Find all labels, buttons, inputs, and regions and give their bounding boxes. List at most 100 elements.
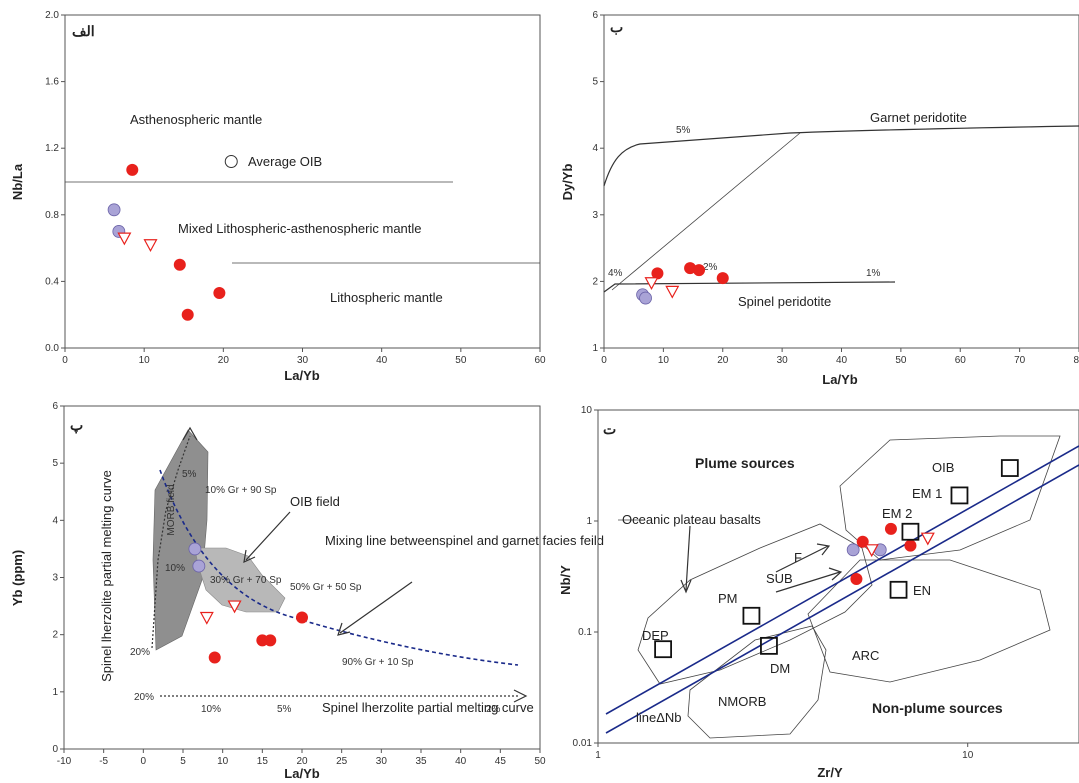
panel-a-label: الف	[72, 23, 95, 39]
melting-curve-arrow	[182, 426, 198, 441]
sub-arrow	[775, 571, 841, 593]
red-circle-point	[208, 651, 221, 664]
line-delta-nb-lower	[605, 464, 1079, 734]
panel-b-x-tick-label: 10	[658, 355, 670, 366]
mixing-line	[611, 132, 801, 291]
panel-c-x-tick-label: 15	[257, 756, 269, 767]
panel-c-x-tick-label: 45	[495, 756, 507, 767]
purple-circle-point	[846, 543, 860, 557]
mixing-line-arrow	[339, 581, 413, 634]
panel-c-x-tick-label: 40	[455, 756, 467, 767]
spinel-peridotite-curve	[603, 281, 896, 293]
panel-b-annotation: Garnet peridotite	[870, 110, 967, 125]
panel-b-y-tick-label: 1	[592, 343, 598, 354]
reference-square-point	[654, 640, 673, 659]
panel-b-x-tick-label: 80	[1073, 355, 1079, 366]
panel-d-annotation: EN	[913, 583, 931, 598]
panel-d-annotation: DEP	[642, 628, 669, 643]
reference-square-point	[889, 580, 908, 599]
panel-c-y-tick-label: 6	[52, 401, 58, 412]
open-triangle-point	[143, 239, 158, 253]
oib-field-outline	[839, 435, 1061, 561]
panel-d-annotation: F	[794, 550, 802, 565]
panel-c-annotation: OIB field	[290, 494, 340, 509]
mixing-line-arrowhead	[337, 622, 351, 636]
panel-c-x-tick-label: 25	[336, 756, 348, 767]
panel-a-annotation: Lithospheric mantle	[330, 290, 443, 305]
panel-b-annotation: 2%	[703, 262, 718, 273]
mixing-line-curve	[159, 469, 519, 666]
f-arrow	[775, 545, 829, 573]
panel-d-annotation: lineΔNb	[636, 710, 682, 725]
panel-c-x-tick-label: -10	[57, 756, 72, 767]
panel-d-annotation: NMORB	[718, 694, 766, 709]
panel-b-x-tick-label: 60	[955, 355, 967, 366]
panel-d-annotation: EM 2	[882, 506, 912, 521]
panel-b-x-axis-label: La/Yb	[822, 372, 857, 387]
panel-a-y-tick-label: 1.6	[45, 77, 59, 88]
panel-a-y-tick-label: 0.4	[45, 276, 59, 287]
panel-c-annotation: 10%	[201, 704, 221, 715]
panel-c-x-tick-label: 0	[141, 756, 147, 767]
panel-d-annotation: SUB	[766, 571, 793, 586]
panel-d-annotation: Plume sources	[695, 455, 795, 471]
panel-a-y-tick-label: 0.0	[45, 343, 59, 354]
garnet-peridotite-curve	[603, 125, 1079, 187]
panel-a-y-tick-label: 1.2	[45, 143, 59, 154]
panel-c-y-tick-label: 0	[52, 744, 58, 755]
panel-c-annotation: Spinel lherzolite partial melting curve	[99, 470, 114, 682]
panel-c-y-tick-label: 4	[52, 515, 58, 526]
panel-a: 0 10 20 30 40 50 60 0.0 0.4 0.8 1.2 1.6 2.0 الف La/Y…	[10, 10, 546, 383]
panel-d-y-tick-label: 0.01	[573, 738, 593, 749]
panel-c-x-tick-label: 30	[376, 756, 388, 767]
panel-c-x-axis-label: La/Yb	[284, 766, 319, 781]
panel-b-x-tick-label: 20	[717, 355, 729, 366]
panel-a-y-tick-label: 2.0	[45, 10, 59, 21]
average-oib-point	[224, 155, 238, 169]
panel-c-y-tick-label: 5	[52, 458, 58, 469]
panel-b-y-axis-label: Dy/Yb	[560, 164, 575, 201]
purple-circle-point	[188, 542, 202, 556]
red-circle-point	[296, 611, 308, 624]
red-circle-point	[181, 308, 194, 321]
red-circle-point	[173, 258, 186, 271]
open-triangle-point	[864, 544, 879, 558]
oceanic-plateau-field	[637, 523, 873, 685]
reference-square-point	[901, 522, 920, 541]
open-triangle-point	[665, 285, 680, 299]
panel-c-annotation: Mixing line betweenspinel and garnet fac…	[325, 533, 604, 548]
panel-a-y-tick-label: 0.8	[45, 210, 59, 221]
panel-d-x-tick-label: 1	[595, 750, 601, 761]
oceanic-plateau-arrow	[685, 525, 691, 591]
panel-c-annotation: 30% Gr + 70 Sp	[210, 575, 282, 586]
panel-b: 0 10 20 30 40 50 60 70 80 1 2 3 4 5 6 ب La/Yb Dy/Yb Ga…	[560, 10, 1079, 387]
panel-b-annotation: Spinel peridotite	[738, 294, 831, 309]
red-circle-point	[264, 634, 277, 647]
arc-field-outline	[807, 559, 1051, 683]
reference-square-point	[1000, 459, 1019, 477]
panel-b-annotation: 1%	[866, 268, 881, 279]
panel-c-y-tick-label: 1	[52, 687, 58, 698]
panel-d-annotation: ARC	[852, 648, 879, 663]
panel-b-annotation: 5%	[676, 125, 691, 136]
panel-b-x-tick-label: 30	[777, 355, 789, 366]
panel-d-annotation: Oceanic plateau basalts	[622, 512, 761, 527]
spinel-melting-curve-vertical	[151, 435, 191, 649]
panel-c-annotation: Spinel lherzolite partial melting curve	[322, 700, 534, 715]
panel-c-annotation: 20%	[134, 692, 154, 703]
panel-a-x-tick-label: 50	[455, 355, 467, 366]
open-triangle-point	[227, 600, 242, 614]
horizontal-curve-arrow	[513, 689, 528, 703]
panel-d-y-tick-label: 0.1	[578, 627, 592, 638]
red-circle-point	[213, 287, 226, 300]
reference-square-point	[950, 486, 969, 505]
panel-b-y-tick-label: 5	[592, 77, 598, 88]
panel-a-x-tick-label: 40	[376, 355, 388, 366]
panel-c-annotation: 10% Gr + 90 Sp	[205, 485, 277, 496]
panel-b-label: ب	[610, 19, 623, 35]
panel-d-annotation: EM 1	[912, 486, 942, 501]
panel-a-x-axis-label: La/Yb	[284, 368, 319, 383]
oib-field-arrowhead	[243, 549, 256, 564]
